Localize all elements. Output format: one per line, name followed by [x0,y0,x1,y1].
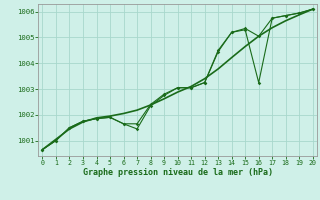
X-axis label: Graphe pression niveau de la mer (hPa): Graphe pression niveau de la mer (hPa) [83,168,273,177]
